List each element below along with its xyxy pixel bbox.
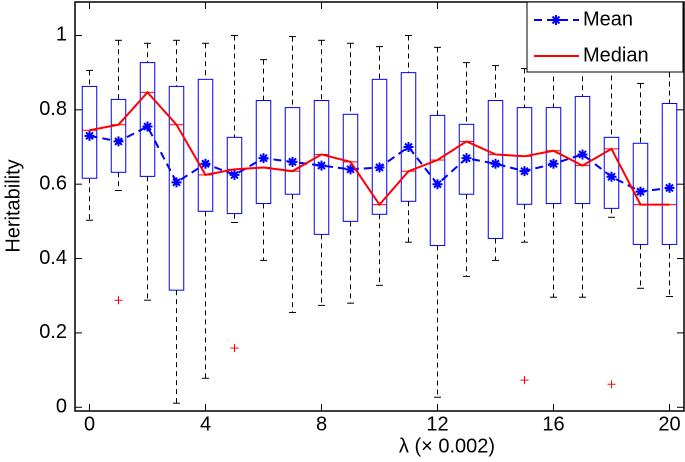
box [255,100,272,205]
mean-marker [345,164,356,175]
x-tick-label: 16 [542,413,564,435]
mean-marker [113,136,124,147]
legend-label: Mean [583,8,633,30]
mean-marker [171,177,182,188]
box [574,95,591,205]
y-tick-label: 0.6 [39,172,67,194]
box [603,136,620,209]
box [139,62,156,177]
mean-marker [229,169,240,180]
mean-marker [258,153,269,164]
legend: Mean Median [526,1,684,73]
box [110,98,127,173]
y-tick-label: 1 [56,24,67,46]
y-tick-label: 0 [56,396,67,418]
legend-label: Median [583,44,649,66]
mean-marker [316,160,327,171]
x-tick-label: 20 [658,413,680,435]
y-tick-label: 0.8 [39,98,67,120]
mean-marker [664,182,675,193]
mean-marker [635,186,646,197]
box [371,78,388,215]
mean-marker [287,156,298,167]
outlier [114,296,123,305]
mean-marker [84,130,95,141]
mean-marker [519,166,530,177]
mean-marker [606,171,617,182]
mean-marker [548,158,559,169]
mean-marker [577,149,588,160]
box [632,142,649,245]
mean-marker [403,142,414,153]
x-tick-label: 4 [200,413,211,435]
mean-marker [461,153,472,164]
box [168,85,185,291]
outlier [520,376,529,385]
x-tick-label: 0 [84,413,95,435]
series-line [89,90,670,207]
x-tick-label: 12 [426,413,448,435]
y-tick-label: 0.4 [39,247,67,269]
box [284,107,301,195]
y-axis-label: Heritability [2,159,24,252]
box [661,103,678,245]
x-axis-label: λ (× 0.002) [399,435,495,457]
y-tick-label: 0.2 [39,321,67,343]
box [226,136,243,215]
box [81,85,98,179]
legend-box [526,1,684,73]
mean-marker [490,158,501,169]
box [545,107,562,205]
box [429,114,446,247]
plot-frame [74,1,685,412]
outlier [230,344,239,353]
mean-marker [142,121,153,132]
mean-marker [374,162,385,173]
box [400,72,417,202]
mean-marker [432,179,443,190]
box [197,78,214,212]
legend-marker [551,15,561,25]
box [487,100,504,239]
x-tick-label: 8 [316,413,327,435]
mean-marker [200,158,211,169]
outlier [607,380,616,389]
